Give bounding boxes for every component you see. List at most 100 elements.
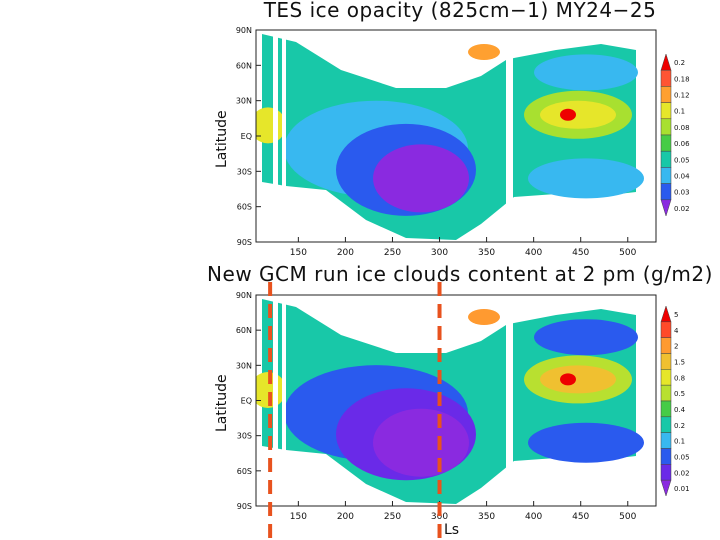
bottom-field <box>256 295 644 506</box>
bottom-x-tick-label: 300 <box>431 512 448 522</box>
bottom-high-region-3 <box>256 371 286 408</box>
bottom-colorbar-swatch <box>660 305 672 323</box>
bottom-colorbar-label: 0.2 <box>674 422 685 430</box>
top-x-tick-label: 150 <box>290 248 307 258</box>
bottom-x-tick-label: 500 <box>619 512 636 522</box>
bottom-colorbar-swatch <box>660 321 672 338</box>
top-high-region-4 <box>468 44 500 60</box>
bottom-colorbar-label: 1.5 <box>674 358 685 366</box>
top-data-gap-2 <box>282 30 286 242</box>
bottom-low-region-3 <box>373 408 469 477</box>
bottom-high-region-2 <box>540 365 616 394</box>
top-x-tick-label: 250 <box>384 248 401 258</box>
bottom-x-tick-label: 250 <box>384 512 401 522</box>
top-data-gap-1 <box>273 30 278 242</box>
top-colorbar-label: 0.1 <box>674 108 685 116</box>
top-x-tick-label: 350 <box>478 248 495 258</box>
top-low-region-3 <box>373 144 469 213</box>
top-colorbar-label: 0.03 <box>674 189 690 197</box>
top-high-region-2 <box>540 100 616 129</box>
bottom-panel-title: New GCM run ice clouds content at 2 pm (… <box>207 262 713 286</box>
top-colorbar-label: 0.18 <box>674 75 690 83</box>
top-colorbar-swatch <box>660 86 672 103</box>
bottom-colorbar-swatch <box>660 384 672 402</box>
bottom-colorbar-swatch <box>660 448 672 465</box>
bottom-y-tick-label: EQ <box>241 397 252 406</box>
bottom-x-tick-label: 350 <box>478 512 495 522</box>
top-colorbar-swatch <box>660 69 672 87</box>
bottom-max-spot <box>560 373 576 386</box>
bottom-colorbar-swatch <box>660 416 672 433</box>
bottom-colorbar-swatch <box>660 432 672 449</box>
top-field <box>256 30 644 242</box>
top-colorbar-label: 0.2 <box>674 59 685 67</box>
top-y-tick-label: 30S <box>237 167 252 176</box>
top-colorbar-label: 0.05 <box>674 156 690 164</box>
bottom-colorbar-label: 0.02 <box>674 469 690 477</box>
top-colorbar-label: 0.02 <box>674 205 690 213</box>
top-y-tick-label: 90N <box>236 26 252 35</box>
bottom-colorbar-label: 0.05 <box>674 453 690 461</box>
top-x-tick-label: 400 <box>525 248 542 258</box>
top-data-gap-3 <box>506 30 513 242</box>
bottom-low-region-4 <box>534 319 638 356</box>
bottom-colorbar-label: 0.01 <box>674 485 690 493</box>
bottom-colorbar-label: 4 <box>674 327 679 335</box>
top-x-tick-label: 300 <box>431 248 448 258</box>
bottom-y-tick-label: 60S <box>237 467 252 476</box>
top-colorbar-swatch <box>660 183 672 201</box>
top-low-region-4 <box>534 54 638 91</box>
bottom-colorbar-label: 5 <box>674 311 678 319</box>
bottom-colorbar-swatch <box>660 400 672 418</box>
bottom-data-gap-2 <box>282 295 286 506</box>
top-x-tick-label: 450 <box>572 248 589 258</box>
top-colorbar-swatch <box>660 199 672 217</box>
bottom-colorbar-label: 0.1 <box>674 438 685 446</box>
top-colorbar-label: 0.06 <box>674 140 690 148</box>
bottom-data-gap-1 <box>273 295 278 506</box>
top-y-tick-label: 90S <box>237 238 252 247</box>
top-x-tick-label: 200 <box>337 248 354 258</box>
bottom-x-tick-label: 450 <box>572 512 589 522</box>
top-panel-title: TES ice opacity (825cm−1) MY24−25 <box>263 0 657 22</box>
bottom-high-region-4 <box>468 309 500 325</box>
top-colorbar-swatch <box>660 134 672 152</box>
bottom-colorbar-swatch <box>660 464 672 481</box>
bottom-y-tick-label: 60N <box>236 326 252 335</box>
top-colorbar-swatch <box>660 53 672 71</box>
bottom-colorbar-label: 2 <box>674 343 678 351</box>
top-y-tick-label: 60S <box>237 203 252 212</box>
bottom-colorbar-label: 0.4 <box>674 406 686 414</box>
top-colorbar-swatch <box>660 167 672 184</box>
top-y-tick-label: EQ <box>241 132 252 141</box>
bottom-data-gap-3 <box>506 295 513 506</box>
bottom-x-tick-label: 150 <box>290 512 307 522</box>
top-x-tick-label: 500 <box>619 248 636 258</box>
bottom-colorbar-label: 0.5 <box>674 390 685 398</box>
bottom-colorbar-swatch <box>660 369 672 386</box>
top-colorbar-label: 0.08 <box>674 124 690 132</box>
top-y-tick-label: 60N <box>236 61 252 70</box>
top-colorbar-swatch <box>660 150 672 168</box>
top-low-region-5 <box>528 158 644 199</box>
bottom-colorbar-swatch <box>660 353 672 370</box>
bottom-y-tick-label: 30N <box>236 361 252 370</box>
bottom-colorbar-swatch <box>660 479 672 497</box>
top-y-tick-label: 30N <box>236 97 252 106</box>
bottom-colorbar-swatch <box>660 337 672 354</box>
x-axis-label: Ls <box>444 522 460 538</box>
bottom-low-region-5 <box>528 422 644 463</box>
top-max-spot <box>560 108 576 121</box>
top-high-region-3 <box>256 107 286 144</box>
bottom-y-tick-label: 90S <box>237 502 252 511</box>
top-colorbar-swatch <box>660 102 672 120</box>
top-colorbar-label: 0.12 <box>674 92 690 100</box>
bottom-colorbar-label: 0.8 <box>674 374 685 382</box>
top-colorbar-label: 0.04 <box>674 173 690 181</box>
bottom-y-tick-label: 90N <box>236 291 252 300</box>
bottom-y-tick-label: 30S <box>237 432 252 441</box>
bottom-x-tick-label: 400 <box>525 512 542 522</box>
bottom-x-tick-label: 200 <box>337 512 354 522</box>
top-colorbar-swatch <box>660 118 672 136</box>
